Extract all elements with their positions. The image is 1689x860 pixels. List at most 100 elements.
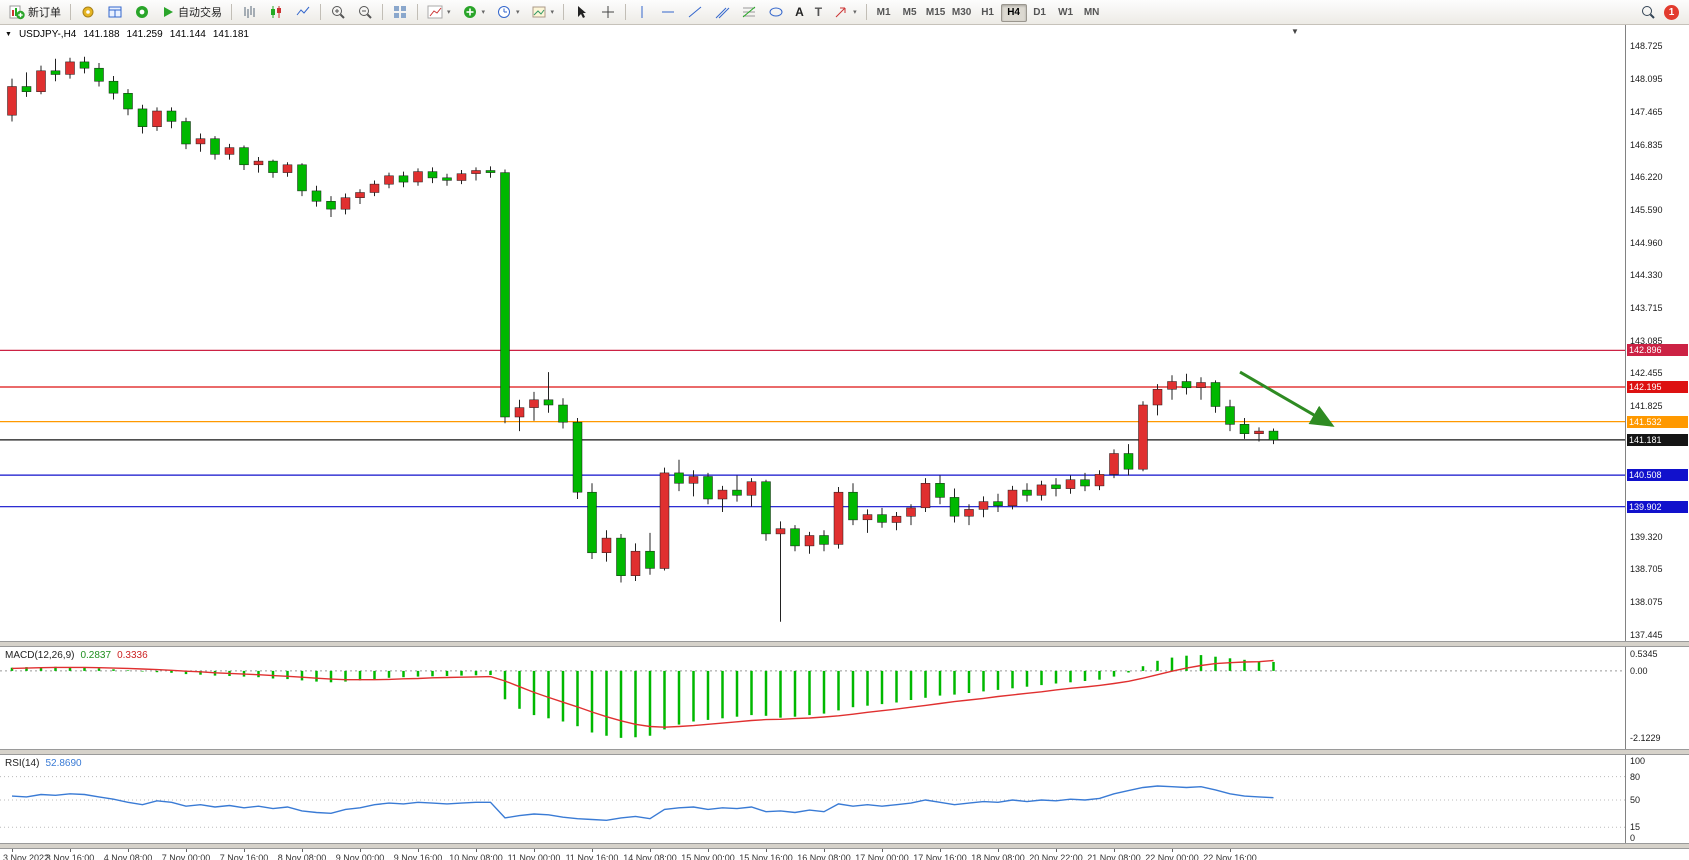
candle[interactable]	[848, 483, 858, 526]
candle[interactable]	[746, 478, 757, 507]
symbol-dropdown-icon[interactable]: ▼	[5, 31, 12, 38]
candle[interactable]	[688, 470, 699, 497]
timeframe-M30[interactable]: M30	[949, 4, 975, 22]
zoom-in-button[interactable]	[325, 2, 351, 22]
search-button[interactable]	[1635, 2, 1661, 22]
rsi-plot[interactable]	[0, 755, 1625, 843]
candle[interactable]	[1022, 483, 1032, 502]
candle[interactable]	[152, 107, 162, 131]
crosshair-button[interactable]	[595, 2, 621, 22]
candle[interactable]	[877, 507, 887, 528]
shapes-button[interactable]	[763, 2, 789, 22]
candle[interactable]	[804, 531, 815, 554]
candle[interactable]	[1036, 480, 1047, 501]
horizontal-line-button[interactable]	[655, 2, 681, 22]
cursor-button[interactable]	[568, 2, 594, 22]
candle[interactable]	[1094, 470, 1105, 491]
trendline-button[interactable]	[682, 2, 708, 22]
candle[interactable]	[210, 136, 220, 160]
candle[interactable]	[1196, 377, 1206, 400]
candle[interactable]	[36, 65, 46, 95]
candle[interactable]	[1080, 472, 1090, 492]
candle[interactable]	[282, 162, 293, 177]
notification-badge[interactable]: 1	[1664, 4, 1679, 20]
arrows-button[interactable]: ▾	[828, 2, 862, 22]
candle[interactable]	[674, 459, 684, 492]
tile-windows-button[interactable]	[387, 2, 413, 22]
candle[interactable]	[1225, 399, 1235, 432]
candle[interactable]	[1123, 444, 1134, 476]
candle[interactable]	[935, 475, 945, 505]
candle[interactable]	[311, 185, 322, 207]
bar-chart-button[interactable]	[236, 2, 262, 22]
candlestick-chart-button[interactable]	[263, 2, 289, 22]
candle[interactable]	[442, 173, 452, 186]
rsi-axis[interactable]: 100 80 50 15 0	[1625, 755, 1689, 843]
periods-button[interactable]: ▾	[491, 2, 525, 22]
candle[interactable]	[601, 530, 612, 562]
candle[interactable]	[1109, 449, 1119, 479]
candle[interactable]	[645, 532, 655, 575]
timeframe-D1[interactable]: D1	[1027, 4, 1053, 22]
candle[interactable]	[1167, 375, 1177, 400]
candle[interactable]	[456, 170, 467, 185]
candle[interactable]	[978, 496, 989, 518]
candle[interactable]	[340, 193, 351, 215]
candle[interactable]	[166, 107, 177, 129]
candle[interactable]	[891, 512, 902, 531]
timeframe-MN[interactable]: MN	[1079, 4, 1105, 22]
candle[interactable]	[1051, 478, 1061, 497]
candle[interactable]	[630, 543, 641, 581]
line-chart-button[interactable]	[290, 2, 316, 22]
candle[interactable]	[1007, 485, 1018, 510]
candle[interactable]	[616, 534, 626, 583]
candle[interactable]	[920, 478, 931, 512]
candle[interactable]	[572, 418, 583, 499]
candle[interactable]	[833, 487, 844, 549]
mql5-community-button[interactable]	[129, 2, 155, 22]
candle[interactable]	[761, 479, 771, 541]
candle[interactable]	[1210, 380, 1221, 413]
candle[interactable]	[427, 167, 438, 184]
indicators-button[interactable]: ▾	[422, 2, 456, 22]
candle[interactable]	[659, 467, 670, 571]
candle[interactable]	[587, 483, 597, 559]
candle[interactable]	[732, 475, 742, 502]
candle[interactable]	[181, 117, 191, 150]
candlestick-plot[interactable]	[0, 25, 1625, 641]
panel-divider[interactable]	[0, 843, 1689, 849]
panel-divider[interactable]	[0, 641, 1689, 647]
candle[interactable]	[413, 168, 423, 186]
candle[interactable]	[906, 504, 916, 526]
price-axis[interactable]: 148.725 148.095 147.465 146.835 146.220 145.5…	[1625, 25, 1689, 641]
candle[interactable]	[137, 104, 148, 134]
candle[interactable]	[543, 372, 554, 413]
autotrading-button[interactable]: 自动交易	[156, 2, 227, 22]
candle[interactable]	[21, 72, 32, 97]
add-indicator-button[interactable]: ▾	[457, 2, 491, 22]
candle[interactable]	[1138, 401, 1148, 472]
candle[interactable]	[398, 171, 409, 188]
candle[interactable]	[195, 133, 206, 152]
timeframe-H4[interactable]: H4	[1000, 3, 1027, 22]
candle[interactable]	[123, 89, 133, 116]
data-window-button[interactable]	[102, 2, 128, 22]
candle[interactable]	[790, 525, 800, 552]
candle[interactable]	[1181, 373, 1192, 395]
candle[interactable]	[297, 163, 307, 197]
candle[interactable]	[355, 189, 365, 204]
text-label-button[interactable]: T	[810, 2, 827, 22]
chart-shift-marker[interactable]: ▼	[1291, 27, 1299, 36]
vertical-line-button[interactable]	[630, 2, 654, 22]
candle[interactable]	[703, 472, 713, 505]
timeframe-M5[interactable]: M5	[897, 4, 923, 22]
candle[interactable]	[1065, 475, 1076, 494]
candle[interactable]	[529, 391, 539, 421]
candle[interactable]	[471, 167, 481, 181]
candle[interactable]	[7, 78, 17, 122]
timeframe-M1[interactable]: M1	[871, 4, 897, 22]
candle[interactable]	[268, 159, 278, 178]
candle[interactable]	[108, 76, 119, 100]
candle[interactable]	[1239, 418, 1250, 439]
zoom-out-button[interactable]	[352, 2, 378, 22]
